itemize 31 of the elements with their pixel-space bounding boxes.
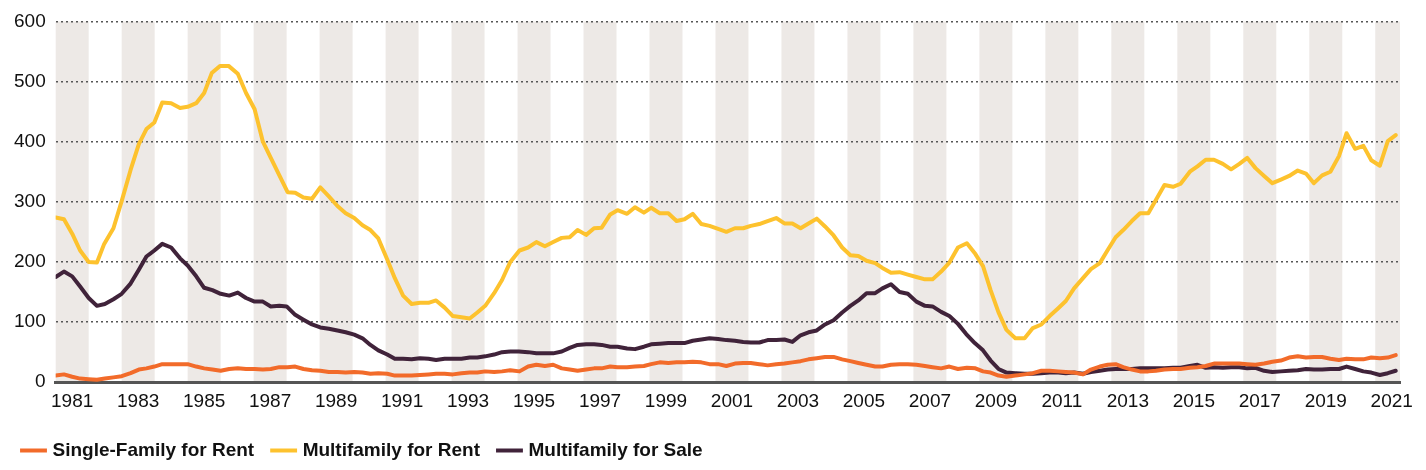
x-tick-label: 2013 <box>1106 389 1149 411</box>
x-tick-label: 2019 <box>1304 389 1347 411</box>
x-tick-label: 1981 <box>51 389 94 411</box>
legend-label: Single-Family for Rent <box>52 438 255 460</box>
x-tick-label: 1999 <box>644 389 688 411</box>
x-tick-label: 2011 <box>1041 389 1083 411</box>
y-tick-label: 500 <box>14 69 46 91</box>
y-tick-label: 0 <box>35 370 46 392</box>
y-tick-label: 300 <box>14 190 46 212</box>
y-tick-label: 100 <box>14 310 46 332</box>
y-tick-label: 400 <box>14 129 46 151</box>
x-tick-label: 2015 <box>1172 389 1215 411</box>
y-tick-label: 200 <box>14 250 46 272</box>
x-tick-label: 2017 <box>1238 389 1281 411</box>
legend-label: Multifamily for Rent <box>302 438 481 460</box>
x-tick-label: 1985 <box>183 389 226 411</box>
x-tick-label: 2009 <box>974 389 1018 411</box>
x-tick-label: 2007 <box>908 389 952 411</box>
x-tick-label: 2003 <box>776 389 820 411</box>
x-tick-label: 2001 <box>710 389 754 411</box>
x-tick-label: 1991 <box>380 389 424 411</box>
x-tick-label: 1989 <box>314 389 358 411</box>
x-tick-label: 2005 <box>842 389 886 411</box>
x-tick-label: 1995 <box>512 389 556 411</box>
x-tick-label: 1997 <box>578 389 622 411</box>
y-tick-label: 600 <box>14 9 46 31</box>
x-tick-label: 2021 <box>1370 389 1413 411</box>
x-tick-label: 1983 <box>117 389 160 411</box>
legend-label: Multifamily for Sale <box>528 438 703 460</box>
x-tick-label: 1993 <box>446 389 490 411</box>
x-tick-label: 1987 <box>248 389 292 411</box>
